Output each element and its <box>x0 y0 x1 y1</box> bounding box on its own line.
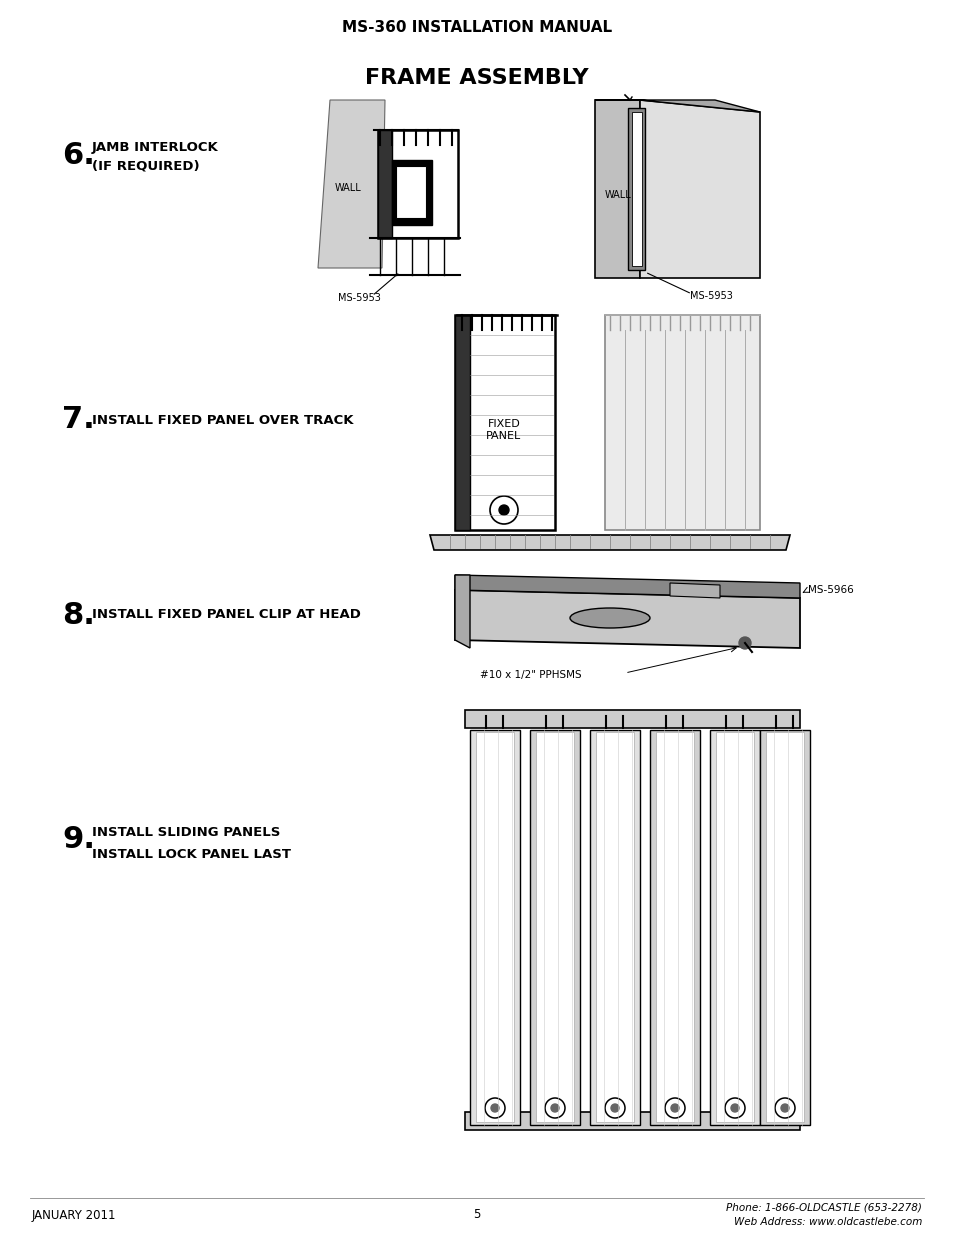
Bar <box>589 730 639 1125</box>
Circle shape <box>498 505 509 515</box>
Polygon shape <box>455 590 800 648</box>
Polygon shape <box>627 107 644 270</box>
Bar <box>596 732 634 1123</box>
Text: INSTALL SLIDING PANELS: INSTALL SLIDING PANELS <box>91 825 280 839</box>
Bar <box>377 130 392 238</box>
Bar <box>649 730 700 1125</box>
Bar <box>536 732 574 1123</box>
Text: Phone: 1-866-OLDCASTLE (653-2278): Phone: 1-866-OLDCASTLE (653-2278) <box>725 1202 921 1212</box>
Circle shape <box>551 1104 558 1112</box>
Circle shape <box>491 1104 498 1112</box>
Polygon shape <box>595 100 760 112</box>
Text: WALL: WALL <box>604 190 631 200</box>
Bar <box>395 165 426 219</box>
Bar <box>765 732 803 1123</box>
Circle shape <box>739 637 750 650</box>
Bar <box>716 732 753 1123</box>
Bar <box>455 315 470 530</box>
Text: INSTALL FIXED PANEL CLIP AT HEAD: INSTALL FIXED PANEL CLIP AT HEAD <box>91 609 360 621</box>
Bar <box>392 161 432 225</box>
Polygon shape <box>639 100 760 278</box>
Polygon shape <box>455 576 470 648</box>
Bar <box>530 730 579 1125</box>
Text: MS-5953: MS-5953 <box>689 291 732 301</box>
Text: INSTALL FIXED PANEL OVER TRACK: INSTALL FIXED PANEL OVER TRACK <box>91 414 354 426</box>
Text: MS-5966: MS-5966 <box>807 585 853 595</box>
Polygon shape <box>669 583 720 598</box>
Bar <box>464 710 800 727</box>
Polygon shape <box>317 100 385 268</box>
Bar <box>604 315 760 530</box>
Text: INSTALL LOCK PANEL LAST: INSTALL LOCK PANEL LAST <box>91 848 291 862</box>
Ellipse shape <box>569 608 649 629</box>
Bar <box>656 732 693 1123</box>
Bar <box>464 1112 800 1130</box>
Bar <box>709 730 760 1125</box>
Text: Web Address: www.oldcastlebe.com: Web Address: www.oldcastlebe.com <box>733 1216 921 1228</box>
Circle shape <box>670 1104 679 1112</box>
Text: FIXED
PANEL: FIXED PANEL <box>486 419 521 441</box>
Text: 6.: 6. <box>62 141 94 169</box>
Text: 9.: 9. <box>62 825 95 855</box>
Polygon shape <box>455 576 800 598</box>
Circle shape <box>730 1104 739 1112</box>
Text: JANUARY 2011: JANUARY 2011 <box>32 1209 116 1221</box>
Bar <box>760 730 809 1125</box>
Text: 7.: 7. <box>62 405 94 435</box>
Text: JAMB INTERLOCK: JAMB INTERLOCK <box>91 142 218 154</box>
Text: MS-5953: MS-5953 <box>337 293 380 303</box>
Text: #10 x 1/2" PPHSMS: #10 x 1/2" PPHSMS <box>479 671 581 680</box>
Circle shape <box>781 1104 788 1112</box>
Bar <box>455 315 555 530</box>
Polygon shape <box>631 112 641 266</box>
Text: 5: 5 <box>473 1209 480 1221</box>
Text: WALL: WALL <box>335 183 361 193</box>
Polygon shape <box>430 535 789 550</box>
Text: MS-360 INSTALLATION MANUAL: MS-360 INSTALLATION MANUAL <box>341 21 612 36</box>
Text: (IF REQUIRED): (IF REQUIRED) <box>91 159 199 173</box>
Bar <box>476 732 514 1123</box>
Polygon shape <box>595 100 639 278</box>
Text: 8.: 8. <box>62 600 94 630</box>
Bar <box>470 730 519 1125</box>
Circle shape <box>610 1104 618 1112</box>
Bar <box>377 130 457 238</box>
Text: FRAME ASSEMBLY: FRAME ASSEMBLY <box>365 68 588 88</box>
